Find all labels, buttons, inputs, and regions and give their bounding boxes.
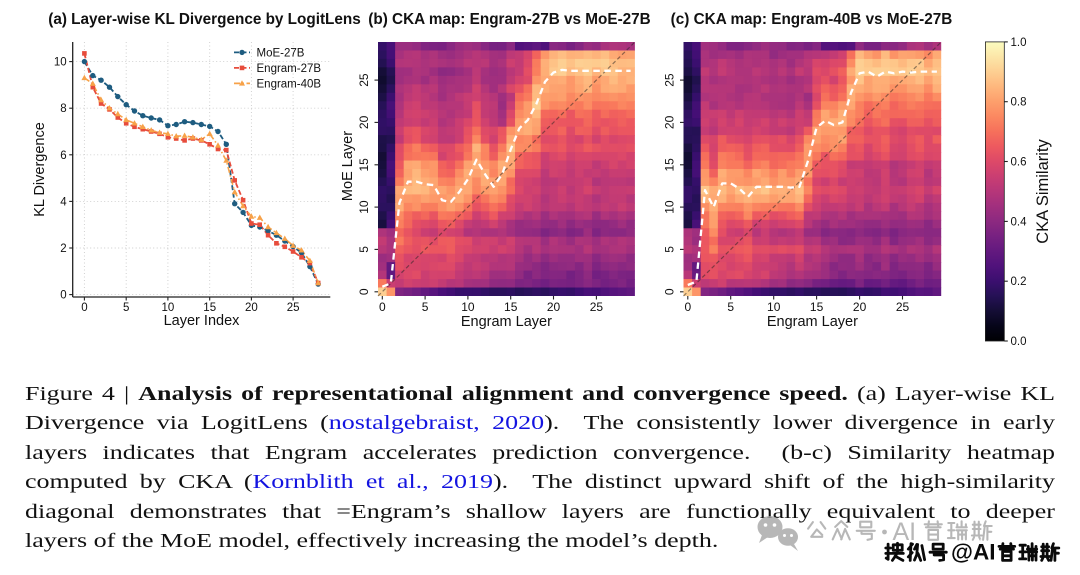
svg-text:25: 25 [590, 300, 604, 314]
svg-text:@AI: @AI [951, 540, 995, 565]
svg-text:(a) Layer-wise KL Divergence b: (a) Layer-wise KL Divergence by LogitLen… [48, 11, 361, 28]
svg-text:0.0: 0.0 [1011, 336, 1027, 348]
svg-text:10: 10 [767, 300, 781, 314]
svg-text:2: 2 [60, 243, 66, 255]
svg-text:(c) CKA map: Engram-40B vs MoE: (c) CKA map: Engram-40B vs MoE-27B [671, 11, 953, 28]
svg-text:20: 20 [663, 115, 677, 129]
svg-text:0: 0 [357, 288, 371, 295]
svg-text:20: 20 [245, 302, 258, 314]
svg-text:8: 8 [60, 103, 66, 115]
svg-text:15: 15 [663, 158, 677, 172]
svg-text:4: 4 [60, 196, 67, 208]
svg-text:0: 0 [60, 290, 66, 302]
svg-text:(b) CKA map: Engram-27B vs MoE: (b) CKA map: Engram-27B vs MoE-27B [368, 11, 650, 28]
svg-text:0.4: 0.4 [1011, 216, 1028, 228]
svg-text:5: 5 [727, 300, 734, 314]
svg-text:5: 5 [422, 300, 429, 314]
svg-text:0.6: 0.6 [1011, 157, 1027, 169]
svg-text:15: 15 [504, 300, 518, 314]
svg-text:1.0: 1.0 [1011, 37, 1027, 49]
svg-text:15: 15 [203, 302, 216, 314]
svg-text:25: 25 [663, 73, 677, 87]
svg-text:0.8: 0.8 [1011, 97, 1027, 109]
svg-text:10: 10 [54, 57, 67, 69]
svg-text:0: 0 [684, 300, 691, 314]
svg-text:20: 20 [357, 115, 371, 129]
svg-text:0: 0 [81, 302, 87, 314]
svg-text:AI: AI [893, 518, 917, 546]
svg-text:Engram-27B: Engram-27B [257, 63, 322, 75]
svg-text:25: 25 [357, 73, 371, 87]
svg-text:5: 5 [123, 302, 129, 314]
svg-text:0: 0 [379, 300, 386, 314]
svg-text:25: 25 [896, 300, 910, 314]
svg-text:KL Divergence: KL Divergence [32, 122, 48, 217]
svg-text:15: 15 [357, 158, 371, 172]
svg-text:Engram Layer: Engram Layer [461, 314, 552, 330]
svg-text:CKA Similarity: CKA Similarity [1034, 138, 1052, 243]
svg-text:0.2: 0.2 [1011, 276, 1027, 288]
svg-text:Layer Index: Layer Index [164, 313, 241, 329]
svg-text:6: 6 [60, 150, 66, 162]
svg-text:0: 0 [663, 288, 677, 295]
svg-text:MoE-27B: MoE-27B [257, 47, 305, 59]
svg-text:Engram Layer: Engram Layer [767, 314, 858, 330]
svg-text:15: 15 [810, 300, 824, 314]
svg-text:5: 5 [663, 246, 677, 253]
svg-text:25: 25 [287, 302, 300, 314]
svg-text:20: 20 [547, 300, 561, 314]
svg-text:10: 10 [461, 300, 475, 314]
svg-text:MoE Layer: MoE Layer [340, 131, 356, 201]
svg-text:10: 10 [663, 200, 677, 214]
svg-text:10: 10 [357, 200, 371, 214]
svg-text:Engram-40B: Engram-40B [257, 78, 322, 90]
svg-text:5: 5 [357, 246, 371, 253]
svg-text:20: 20 [853, 300, 867, 314]
svg-text:10: 10 [162, 302, 175, 314]
